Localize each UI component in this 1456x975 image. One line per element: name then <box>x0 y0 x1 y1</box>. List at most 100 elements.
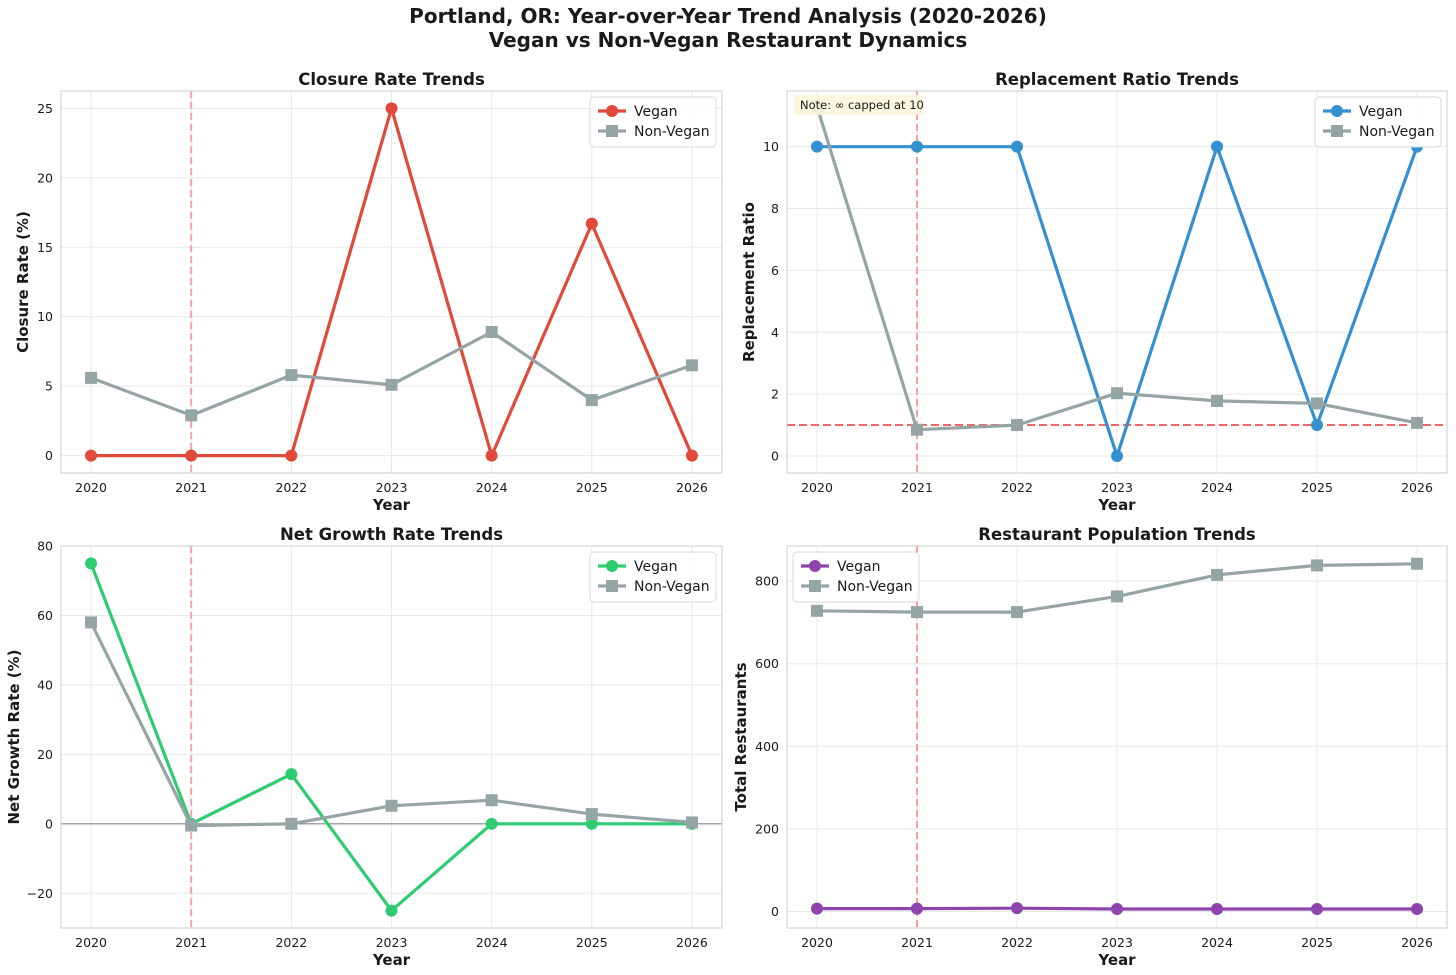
x-tick-label: 2021 <box>901 935 933 950</box>
chart-population: 2020 2021 2022 2023 2024 2025 2026 0 200 400 600 80… <box>732 525 1448 969</box>
x-tick-label: 2020 <box>801 935 833 950</box>
legend-swatch-marker <box>809 560 821 572</box>
x-axis-label: Year <box>1097 496 1136 514</box>
x-tick-label: 2021 <box>175 935 207 950</box>
y-tick-label: 15 <box>37 240 53 255</box>
data-point <box>1311 559 1323 572</box>
chart-closure: 2020 2021 2022 2023 2024 2025 20260510152025Cl… <box>14 70 723 514</box>
y-tick-label: 2 <box>771 387 779 402</box>
y-tick-label: 0 <box>771 448 779 463</box>
y-tick-label: 400 <box>755 739 779 754</box>
data-point <box>485 794 498 807</box>
x-tick-label: 2023 <box>376 480 408 495</box>
data-point <box>685 816 698 829</box>
data-point <box>1211 903 1223 916</box>
x-tick-label: 2024 <box>476 480 508 495</box>
data-point <box>911 902 923 915</box>
y-tick-label: −20 <box>27 886 53 901</box>
chart-title: Restaurant Population Trends <box>978 525 1256 544</box>
legend-swatch-marker <box>809 580 821 592</box>
legend-label: Non-Vegan <box>634 579 710 595</box>
legend-label: Non-Vegan <box>837 579 913 595</box>
chart-title: Net Growth Rate Trends <box>280 525 503 544</box>
series-non-vegan <box>811 100 1423 436</box>
series-vegan <box>85 102 698 462</box>
data-point <box>485 449 498 462</box>
note-box: Note: ∞ capped at 10 <box>794 95 924 115</box>
x-tick-label: 2021 <box>175 480 207 495</box>
data-point <box>585 394 598 407</box>
y-axis-label: Total Restaurants <box>732 662 750 811</box>
data-point <box>1411 903 1423 916</box>
series-non-vegan <box>85 326 698 422</box>
chart-title: Closure Rate Trends <box>298 70 485 89</box>
data-point <box>1011 902 1023 915</box>
data-point <box>685 359 698 372</box>
x-tick-label: 2025 <box>1301 480 1333 495</box>
x-tick-label: 2022 <box>275 480 307 495</box>
axes-frame <box>60 90 723 474</box>
legend-swatch-marker <box>606 580 618 592</box>
x-tick-label: 2026 <box>676 480 708 495</box>
data-point <box>811 902 823 915</box>
x-axis-label: Year <box>372 496 411 514</box>
y-axis-label: Net Growth Rate (%) <box>5 649 23 824</box>
x-axis-label: Year <box>1097 951 1136 969</box>
data-point <box>911 423 923 436</box>
x-tick-label: 2025 <box>576 480 608 495</box>
y-tick-label: 10 <box>37 309 53 324</box>
data-point <box>1311 903 1323 916</box>
data-point <box>385 904 398 917</box>
data-point <box>285 768 298 781</box>
data-point <box>385 102 398 115</box>
data-point <box>85 616 98 629</box>
y-tick-label: 60 <box>37 608 53 623</box>
data-point <box>1011 606 1023 619</box>
x-tick-label: 2022 <box>275 935 307 950</box>
legend-label: Vegan <box>1359 104 1402 120</box>
x-tick-label: 2024 <box>1201 935 1233 950</box>
data-point <box>85 449 98 462</box>
legend-label: Vegan <box>634 559 677 575</box>
x-tick-label: 2024 <box>476 935 508 950</box>
data-point <box>1111 387 1123 400</box>
y-tick-label: 600 <box>755 656 779 671</box>
data-point <box>585 217 598 230</box>
x-tick-label: 2021 <box>901 480 933 495</box>
legend: Vegan Non-Vegan <box>589 96 717 148</box>
legend-swatch-marker <box>1331 105 1343 117</box>
axes-frame <box>60 545 723 929</box>
data-point <box>811 140 823 153</box>
data-point <box>485 326 498 339</box>
data-point <box>685 449 698 462</box>
data-point <box>811 604 823 617</box>
data-point <box>385 799 398 812</box>
data-point <box>911 140 923 153</box>
x-tick-label: 2023 <box>376 935 408 950</box>
data-point <box>285 449 298 462</box>
figure-title: Portland, OR: Year-over-Year Trend Analy… <box>0 4 1456 52</box>
legend: Vegan Non-Vegan <box>1314 96 1442 148</box>
x-tick-label: 2024 <box>1201 480 1233 495</box>
data-point <box>1111 449 1123 462</box>
legend: Vegan Non-Vegan <box>792 551 920 603</box>
y-tick-label: 0 <box>771 904 779 919</box>
y-tick-label: 10 <box>763 139 779 154</box>
legend-swatch-marker <box>606 560 618 572</box>
legend-label: Non-Vegan <box>634 124 710 140</box>
y-axis-label: Replacement Ratio <box>740 202 758 362</box>
x-tick-label: 2022 <box>1001 480 1033 495</box>
series-non-vegan <box>811 557 1423 619</box>
data-point <box>1311 419 1323 432</box>
legend-swatch-marker <box>1331 125 1343 137</box>
x-tick-label: 2023 <box>1101 935 1133 950</box>
data-point <box>285 369 298 382</box>
data-point <box>1111 590 1123 603</box>
series-vegan <box>811 902 1423 916</box>
data-point <box>1011 419 1023 432</box>
data-point <box>1411 416 1423 429</box>
y-tick-label: 0 <box>45 448 53 463</box>
x-tick-label: 2025 <box>576 935 608 950</box>
chart-netgrowth: 2020 2021 2022 2023 2024 2025 2026 −20 0 20 40 60 80… <box>5 525 723 969</box>
legend-swatch-marker <box>606 105 618 117</box>
